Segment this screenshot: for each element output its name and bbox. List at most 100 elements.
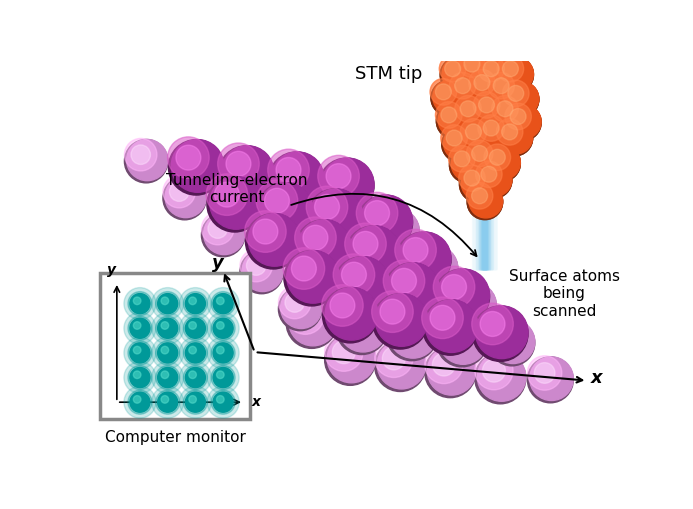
Circle shape [472, 303, 514, 345]
Circle shape [428, 347, 476, 395]
Circle shape [438, 103, 472, 137]
Circle shape [247, 256, 266, 275]
Circle shape [489, 320, 535, 366]
Circle shape [449, 72, 476, 99]
Circle shape [480, 57, 514, 91]
Circle shape [432, 80, 466, 114]
Circle shape [457, 97, 491, 131]
Circle shape [499, 120, 533, 154]
Circle shape [497, 55, 524, 82]
Circle shape [207, 386, 239, 418]
Circle shape [186, 367, 205, 387]
Circle shape [455, 78, 471, 94]
Circle shape [161, 322, 168, 329]
Circle shape [507, 105, 541, 138]
Circle shape [466, 124, 482, 140]
Circle shape [184, 316, 207, 341]
Circle shape [435, 84, 451, 100]
FancyBboxPatch shape [477, 210, 493, 270]
Circle shape [303, 225, 328, 250]
Circle shape [454, 151, 470, 167]
Circle shape [456, 97, 491, 133]
Circle shape [179, 386, 211, 418]
Circle shape [337, 257, 389, 309]
FancyBboxPatch shape [482, 210, 488, 270]
Circle shape [284, 250, 340, 306]
Circle shape [480, 117, 514, 150]
Circle shape [380, 299, 405, 324]
Circle shape [444, 127, 477, 160]
Circle shape [226, 151, 251, 176]
Circle shape [124, 312, 156, 344]
Circle shape [497, 101, 513, 117]
Circle shape [529, 357, 573, 401]
Circle shape [498, 57, 534, 93]
Circle shape [497, 120, 533, 156]
Circle shape [216, 297, 224, 304]
Circle shape [441, 107, 457, 123]
Circle shape [283, 248, 325, 289]
Circle shape [422, 297, 464, 338]
Circle shape [441, 125, 468, 151]
Circle shape [334, 257, 389, 312]
Circle shape [206, 174, 247, 215]
Circle shape [211, 365, 235, 389]
Circle shape [435, 84, 451, 100]
Circle shape [133, 297, 141, 304]
Circle shape [495, 326, 516, 346]
Circle shape [202, 213, 245, 257]
Circle shape [286, 296, 324, 334]
Circle shape [456, 97, 491, 133]
Circle shape [310, 189, 362, 242]
Circle shape [478, 163, 512, 196]
Text: x: x [591, 370, 603, 387]
Circle shape [483, 61, 499, 77]
FancyBboxPatch shape [478, 210, 491, 270]
Circle shape [442, 57, 475, 91]
Circle shape [152, 312, 184, 344]
Circle shape [478, 55, 505, 82]
Circle shape [281, 288, 322, 328]
Circle shape [179, 288, 211, 320]
Circle shape [431, 80, 466, 116]
Circle shape [130, 294, 150, 314]
Circle shape [216, 346, 224, 354]
Circle shape [459, 165, 485, 191]
Circle shape [492, 96, 518, 122]
Circle shape [211, 316, 235, 341]
Circle shape [466, 124, 482, 140]
Circle shape [480, 57, 514, 91]
Circle shape [481, 166, 497, 182]
Circle shape [455, 78, 471, 94]
Circle shape [208, 219, 227, 238]
Circle shape [128, 390, 152, 414]
Circle shape [437, 103, 472, 139]
Circle shape [460, 101, 476, 117]
Circle shape [240, 250, 283, 294]
Circle shape [450, 147, 485, 183]
Circle shape [449, 72, 476, 99]
Circle shape [493, 97, 528, 133]
Circle shape [474, 94, 509, 129]
Circle shape [464, 56, 480, 72]
Circle shape [478, 55, 505, 82]
Circle shape [471, 71, 505, 105]
Circle shape [477, 353, 526, 401]
Circle shape [483, 120, 499, 136]
Circle shape [179, 337, 211, 369]
Circle shape [478, 115, 505, 142]
Circle shape [380, 215, 401, 236]
Circle shape [496, 119, 523, 145]
Circle shape [437, 269, 489, 322]
Circle shape [188, 322, 196, 329]
Circle shape [467, 184, 502, 220]
Circle shape [327, 334, 376, 383]
Circle shape [295, 217, 336, 259]
Circle shape [479, 97, 495, 113]
Circle shape [444, 127, 477, 160]
Circle shape [478, 115, 505, 142]
Circle shape [450, 74, 486, 109]
Circle shape [442, 127, 477, 162]
Circle shape [133, 395, 141, 403]
Circle shape [506, 105, 541, 140]
